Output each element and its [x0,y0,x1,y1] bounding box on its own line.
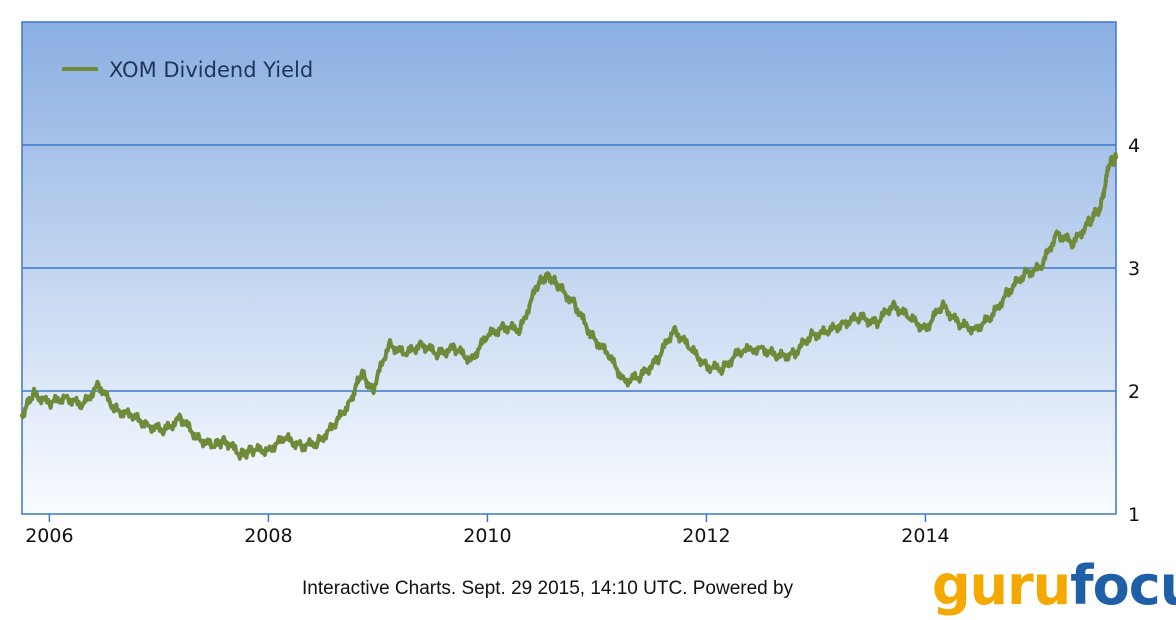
y-tick-label: 3 [1128,258,1140,280]
legend: XOM Dividend Yield [62,58,313,82]
y-tick-label: 2 [1128,381,1140,403]
x-tick-label: 2006 [25,525,73,547]
logo-part-focus: focus [1070,554,1176,617]
x-tick-label: 2012 [682,525,730,547]
gurufocus-logo[interactable]: gurufocus [932,554,1176,618]
x-tick-label: 2014 [901,525,949,547]
y-tick-label: 1 [1128,504,1140,526]
x-tick-label: 2010 [463,525,511,547]
legend-label: XOM Dividend Yield [109,58,313,82]
footer-caption: Interactive Charts. Sept. 29 2015, 14:10… [302,578,794,599]
y-tick-label: 4 [1128,135,1140,157]
footer: Interactive Charts. Sept. 29 2015, 14:10… [0,554,1176,620]
dividend-yield-chart: 1 2 3 4 2006 2008 2010 2012 2014 XOM Dividend Y… [20,21,1140,547]
series-line-xom-dividend-yield [20,151,1118,461]
x-tick-label: 2008 [244,525,292,547]
logo-part-guru: guru [932,554,1071,617]
plot-frame [21,21,1117,515]
